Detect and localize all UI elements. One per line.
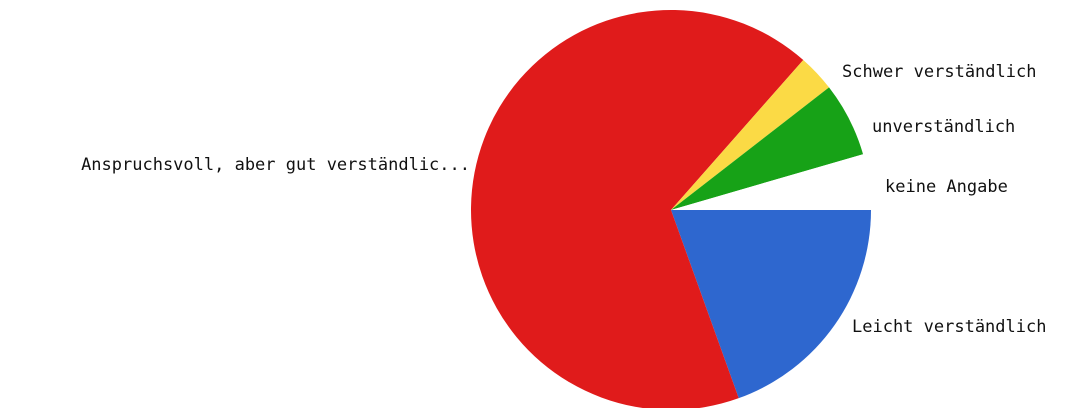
pie-slice-2 bbox=[671, 59, 830, 211]
slice-label-0: Leicht verständlich bbox=[852, 317, 1046, 337]
slice-label-2: Schwer verständlich bbox=[842, 62, 1036, 82]
pie-slice-3 bbox=[671, 87, 864, 210]
slice-label-3: unverständlich bbox=[872, 117, 1015, 137]
slice-label-4: keine Angabe bbox=[885, 177, 1008, 197]
pie-slice-1 bbox=[471, 10, 804, 408]
pie-slice-0 bbox=[671, 210, 871, 399]
pie-slice-4 bbox=[671, 154, 871, 210]
slice-label-1: Anspruchsvoll, aber gut verständlic... bbox=[81, 155, 470, 175]
